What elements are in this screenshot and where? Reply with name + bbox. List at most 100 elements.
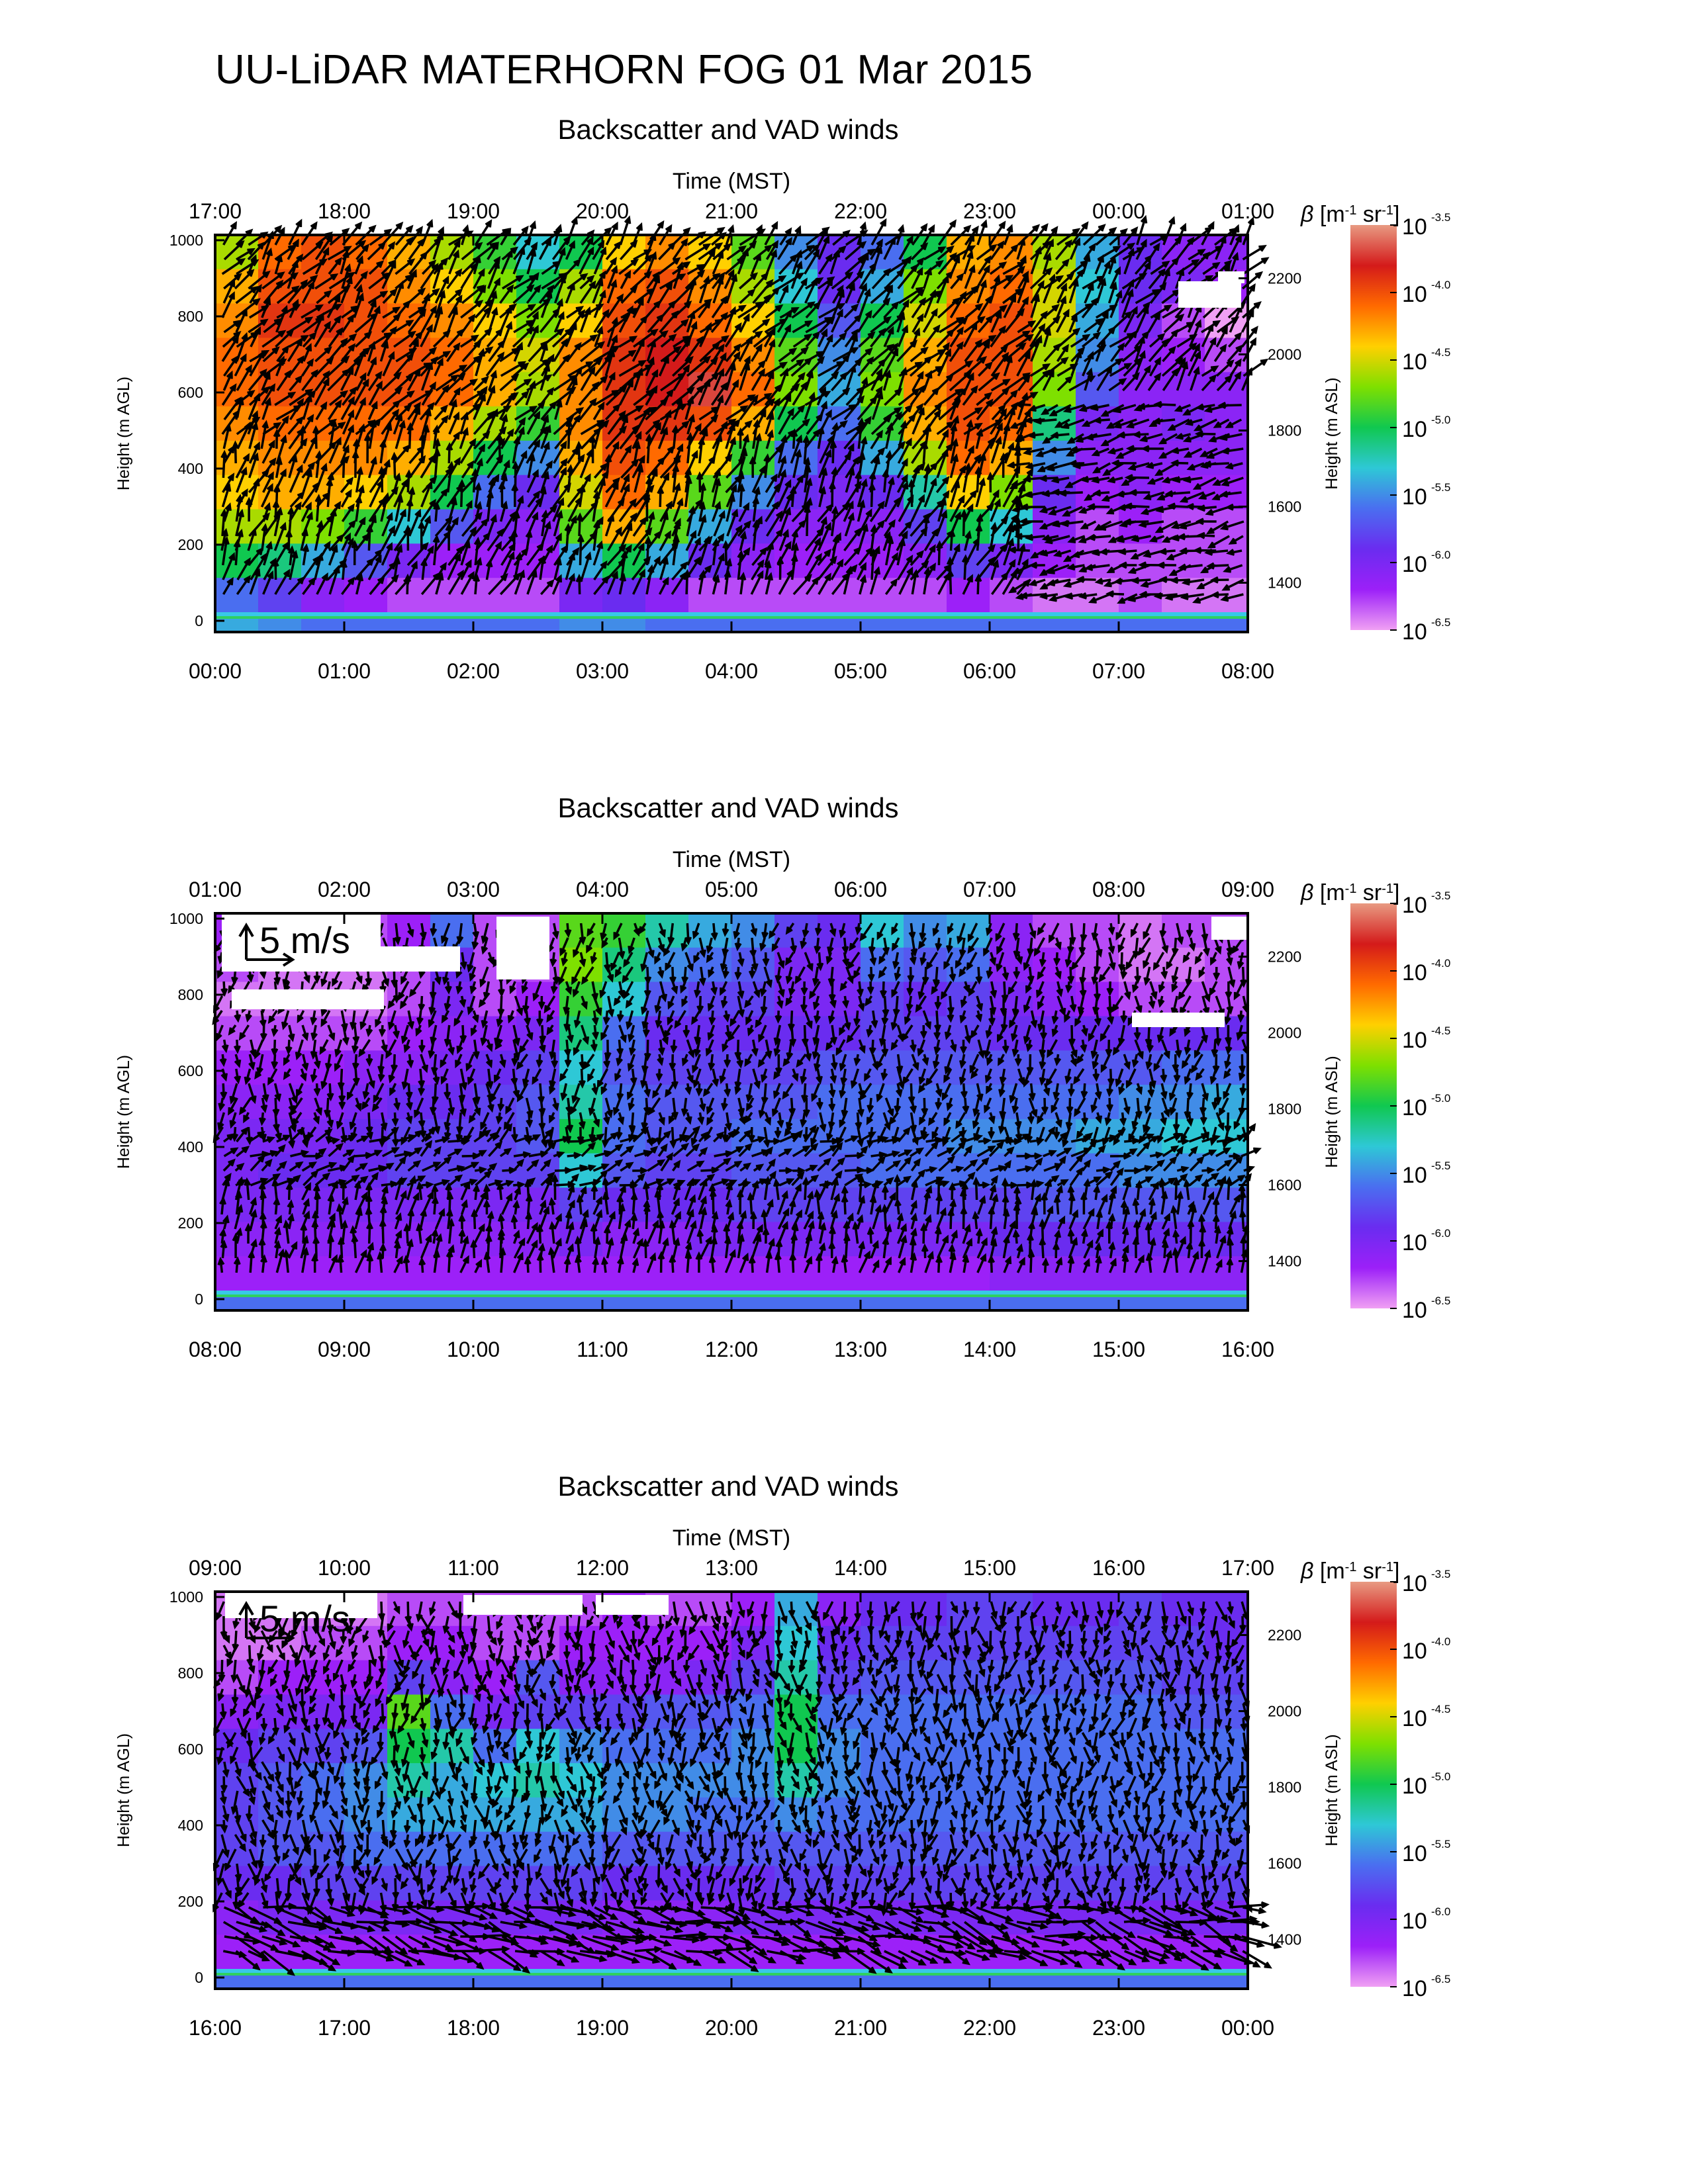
wind-vector xyxy=(301,242,322,261)
wind-vector xyxy=(593,464,607,479)
wind-vector xyxy=(632,255,653,275)
wind-vector xyxy=(420,264,438,289)
wind-vector-head xyxy=(322,370,330,379)
wind-vector-head xyxy=(755,516,763,524)
wind-vector xyxy=(765,413,774,435)
wind-vector-head xyxy=(717,226,726,234)
wind-vector xyxy=(447,330,464,348)
wind-vector-head xyxy=(543,441,550,450)
wind-vector xyxy=(698,302,711,319)
wind-vector xyxy=(818,488,825,508)
wind-vector xyxy=(248,394,260,420)
wind-vector xyxy=(725,344,741,363)
x-tick-label: 07:00 xyxy=(1092,659,1145,678)
wind-vector xyxy=(540,461,553,478)
wind-vector-head xyxy=(758,368,765,377)
heatmap-cell xyxy=(990,913,1033,948)
wind-vector xyxy=(355,286,362,304)
wind-vector-head xyxy=(453,411,460,420)
wind-vector-head xyxy=(660,330,669,338)
wind-vector-head xyxy=(737,483,745,492)
wind-vector xyxy=(686,356,710,377)
wind-vector xyxy=(408,562,418,580)
wind-vector-head xyxy=(331,543,338,553)
wind-vector-head xyxy=(732,418,741,428)
wind-vector xyxy=(368,307,381,333)
wind-vector-head xyxy=(611,221,618,230)
wind-vector xyxy=(475,350,485,377)
wind-vector-head xyxy=(320,401,328,410)
wind-vector-head xyxy=(776,555,784,565)
wind-vector xyxy=(578,383,599,406)
wind-vector xyxy=(724,324,741,347)
wind-vector-head xyxy=(406,498,414,507)
wind-vector xyxy=(726,246,745,261)
wind-vector-head xyxy=(260,318,269,326)
wind-vector xyxy=(698,227,724,246)
wind-vector xyxy=(393,529,410,551)
panel-title: Backscatter and VAD winds xyxy=(557,114,898,145)
wind-vector-head xyxy=(541,341,549,351)
wind-vector xyxy=(328,272,354,290)
wind-vector xyxy=(527,492,540,508)
wind-vector-head xyxy=(410,560,418,569)
wind-vector-head xyxy=(279,468,287,477)
wind-vector-head xyxy=(440,562,447,570)
wind-vector xyxy=(764,543,773,566)
wind-vector xyxy=(552,484,571,508)
wind-vector-head xyxy=(505,305,512,314)
wind-vector xyxy=(566,306,583,319)
wind-vector xyxy=(276,286,299,304)
wind-vector-head xyxy=(690,320,698,330)
wind-vector xyxy=(407,500,412,522)
wind-vector-head xyxy=(636,367,643,376)
wind-vector xyxy=(513,554,522,580)
wind-vector xyxy=(289,466,303,493)
wind-vector-head xyxy=(457,373,466,381)
wind-vector-head xyxy=(465,559,472,568)
wind-vector xyxy=(446,373,465,392)
top-tick-label: 22:00 xyxy=(834,199,887,223)
colorbar-tick-label: 10 -6.5 xyxy=(1402,616,1450,645)
wind-vector-head xyxy=(729,362,736,371)
wind-vector-head xyxy=(436,357,444,366)
wind-vector-head xyxy=(489,385,496,394)
wind-vector-head xyxy=(301,335,309,342)
wind-vector-head xyxy=(635,222,643,231)
wind-vector xyxy=(593,291,606,318)
wind-vector-head xyxy=(698,569,706,578)
wind-vector xyxy=(818,361,843,377)
wind-vector-head xyxy=(342,228,350,236)
wind-vector-head xyxy=(720,295,728,304)
wind-vector-head xyxy=(347,537,354,546)
wind-vector xyxy=(673,320,688,334)
wind-vector xyxy=(288,456,297,478)
wind-vector xyxy=(579,450,592,478)
wind-vector-head xyxy=(704,378,711,387)
wind-vector xyxy=(302,545,308,566)
wind-vector-head xyxy=(247,248,256,255)
wind-vector xyxy=(406,271,417,289)
wind-vector-head xyxy=(305,501,312,510)
wind-vector-head xyxy=(572,547,580,556)
wind-vector xyxy=(776,471,786,493)
wind-vector xyxy=(236,468,247,493)
colorbar-tick-exponent: -4.0 xyxy=(1431,279,1450,291)
wind-vector xyxy=(381,461,390,478)
wind-vector xyxy=(432,263,443,289)
wind-vector xyxy=(288,429,304,450)
wind-vector-head xyxy=(769,327,776,336)
wind-vector-head xyxy=(272,499,280,508)
wind-vector-head xyxy=(490,290,498,299)
wind-vector xyxy=(433,351,449,363)
wind-vector xyxy=(790,555,796,580)
ground-strip xyxy=(215,1295,1248,1297)
wind-vector-head xyxy=(543,363,551,372)
heatmap-cell xyxy=(688,578,732,613)
wind-vector xyxy=(314,542,331,566)
wind-vector-head xyxy=(626,522,633,531)
wind-vector xyxy=(553,442,567,464)
wind-vector xyxy=(790,405,805,421)
wind-vector xyxy=(248,548,263,567)
wind-vector-head xyxy=(472,403,481,411)
